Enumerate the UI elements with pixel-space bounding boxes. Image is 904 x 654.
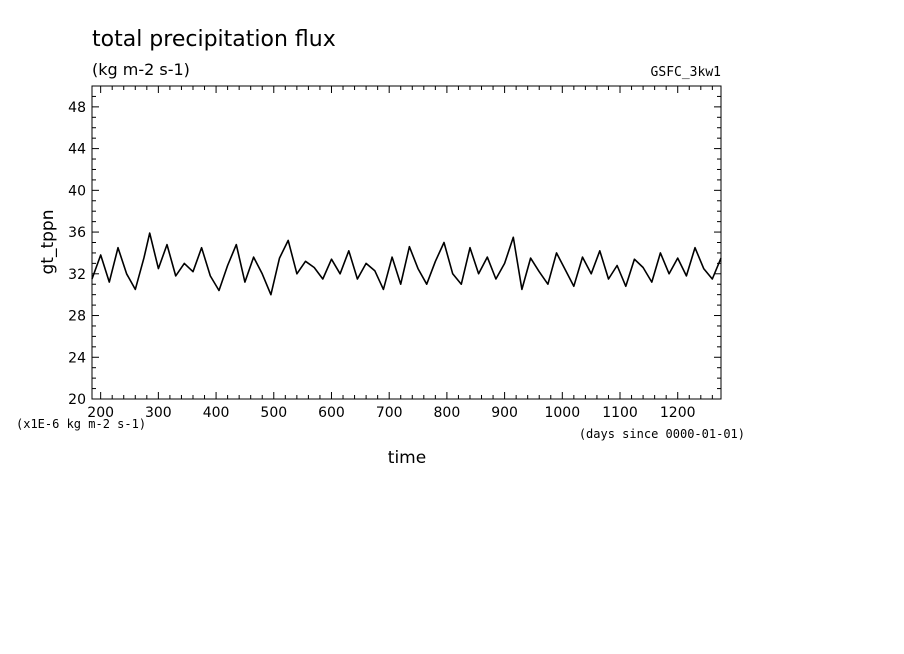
y-tick-label: 32 [68, 267, 86, 283]
x-tick-label: 1100 [602, 405, 638, 421]
y-axis-label: gt_tppn [38, 210, 58, 275]
y-tick-labels: 20 24 28 32 36 40 44 48 [68, 100, 86, 408]
chart-title: total precipitation flux [92, 27, 336, 52]
y-tick-label: 48 [68, 100, 86, 116]
x-tick-label: 1000 [544, 405, 580, 421]
chart-subtitle: (kg m-2 s-1) [92, 60, 190, 79]
y-tick-label: 20 [68, 392, 86, 408]
x-tick-label: 200 [87, 405, 114, 421]
plot-frame [91, 85, 722, 400]
y-tick-label: 44 [68, 142, 86, 158]
y-tick-marks [92, 85, 721, 400]
y-tick-label: 36 [68, 225, 86, 241]
x-tick-marks [100, 86, 713, 399]
x-unit-note: (days since 0000-01-01) [579, 427, 745, 441]
x-tick-label: 600 [318, 405, 345, 421]
x-tick-label: 400 [203, 405, 230, 421]
run-label: GSFC_3kw1 [651, 65, 721, 80]
x-tick-label: 1200 [660, 405, 696, 421]
x-tick-label: 500 [260, 405, 287, 421]
y-unit-note: (x1E-6 kg m-2 s-1) [16, 417, 146, 431]
y-tick-label: 28 [68, 309, 86, 325]
x-tick-label: 300 [145, 405, 172, 421]
x-tick-label: 900 [491, 405, 518, 421]
x-tick-labels: 200 300 400 500 600 700 800 900 1000 1100 1200 [87, 405, 695, 421]
series-line-gt-tppn [91, 232, 722, 296]
x-axis-label: time [388, 448, 426, 468]
x-tick-label: 800 [434, 405, 461, 421]
x-tick-label: 700 [376, 405, 403, 421]
y-tick-label: 40 [68, 183, 86, 199]
y-tick-label: 24 [68, 350, 86, 366]
